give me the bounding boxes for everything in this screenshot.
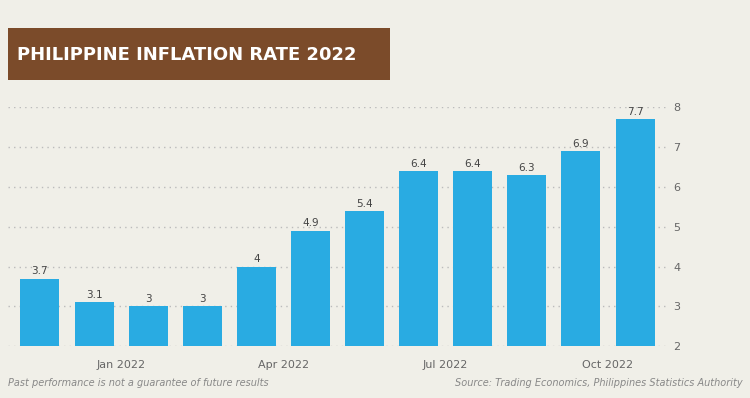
Text: 3: 3 xyxy=(145,294,152,304)
Bar xyxy=(616,119,655,398)
Text: 6.3: 6.3 xyxy=(518,163,536,173)
Text: Apr 2022: Apr 2022 xyxy=(258,360,309,370)
Bar xyxy=(507,175,546,398)
Bar xyxy=(453,171,492,398)
Text: 5.4: 5.4 xyxy=(356,199,373,209)
Bar xyxy=(237,267,276,398)
Bar xyxy=(129,306,168,398)
Bar xyxy=(399,171,438,398)
Text: 6.4: 6.4 xyxy=(410,159,427,169)
Text: 3: 3 xyxy=(199,294,206,304)
Bar xyxy=(345,211,384,398)
Text: 7.7: 7.7 xyxy=(627,107,644,117)
Text: Jan 2022: Jan 2022 xyxy=(97,360,146,370)
Text: 3.7: 3.7 xyxy=(32,266,48,276)
Text: 4: 4 xyxy=(253,254,260,264)
Text: Past performance is not a guarantee of future results: Past performance is not a guarantee of f… xyxy=(8,378,268,388)
Text: Source: Trading Economics, Philippines Statistics Authority: Source: Trading Economics, Philippines S… xyxy=(454,378,742,388)
Text: 3.1: 3.1 xyxy=(86,290,102,300)
Text: 6.9: 6.9 xyxy=(573,139,590,149)
Bar xyxy=(74,302,113,398)
Text: Oct 2022: Oct 2022 xyxy=(583,360,634,370)
Bar xyxy=(20,279,59,398)
Bar xyxy=(183,306,222,398)
Text: 6.4: 6.4 xyxy=(464,159,481,169)
Bar xyxy=(291,231,330,398)
Text: 4.9: 4.9 xyxy=(302,219,319,228)
Text: PHILIPPINE INFLATION RATE 2022: PHILIPPINE INFLATION RATE 2022 xyxy=(17,46,356,64)
Text: Jul 2022: Jul 2022 xyxy=(423,360,469,370)
Bar xyxy=(562,151,601,398)
